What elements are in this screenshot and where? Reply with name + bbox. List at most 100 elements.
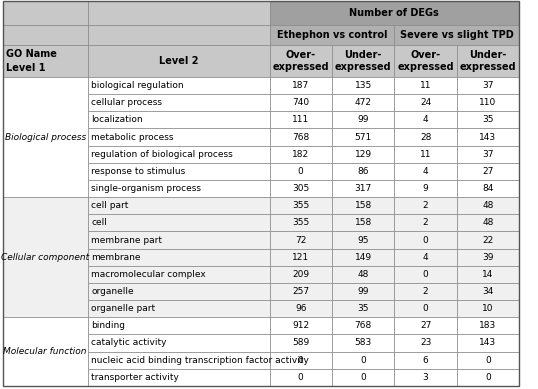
Bar	[88, 1, 270, 25]
Bar	[394, 214, 457, 231]
Bar	[332, 266, 394, 283]
Text: 583: 583	[355, 338, 372, 347]
Text: Over-
expressed: Over- expressed	[397, 50, 454, 72]
Bar	[457, 197, 519, 214]
Text: response to stimulus: response to stimulus	[91, 167, 186, 176]
Text: 0: 0	[360, 373, 366, 382]
Bar	[332, 369, 394, 386]
Text: organelle part: organelle part	[91, 304, 155, 313]
Bar	[394, 111, 457, 128]
Text: 129: 129	[355, 150, 372, 159]
Text: 27: 27	[420, 321, 431, 330]
Text: 9: 9	[423, 184, 428, 193]
Bar	[88, 25, 270, 45]
Bar	[332, 145, 394, 163]
Text: 589: 589	[292, 338, 309, 347]
Bar	[332, 180, 394, 197]
Bar	[394, 25, 519, 45]
Bar	[88, 369, 270, 386]
Bar	[270, 369, 332, 386]
Text: 4: 4	[423, 253, 428, 262]
Bar	[457, 283, 519, 300]
Bar	[457, 180, 519, 197]
Bar	[394, 300, 457, 317]
Bar	[332, 214, 394, 231]
Bar	[457, 111, 519, 128]
Bar	[270, 352, 332, 369]
Text: 48: 48	[482, 218, 494, 228]
Bar	[270, 197, 332, 214]
Bar	[88, 197, 270, 214]
Text: 355: 355	[292, 201, 309, 210]
Text: 317: 317	[355, 184, 372, 193]
Bar	[457, 145, 519, 163]
Text: 257: 257	[292, 287, 309, 296]
Bar	[270, 300, 332, 317]
Text: 0: 0	[360, 356, 366, 364]
Bar	[270, 283, 332, 300]
Bar	[394, 335, 457, 352]
Bar	[332, 128, 394, 145]
Text: membrane: membrane	[91, 253, 141, 262]
Text: Biological process: Biological process	[4, 133, 86, 142]
Text: cell: cell	[91, 218, 108, 228]
Text: 0: 0	[298, 373, 303, 382]
Bar	[332, 317, 394, 335]
Text: 95: 95	[357, 235, 369, 245]
Text: 0: 0	[485, 373, 491, 382]
Bar	[88, 266, 270, 283]
Text: 11: 11	[420, 150, 431, 159]
Text: 158: 158	[355, 201, 372, 210]
Bar	[332, 77, 394, 94]
Bar	[270, 25, 394, 45]
Bar	[270, 266, 332, 283]
Bar	[88, 145, 270, 163]
Text: 2: 2	[423, 287, 428, 296]
Bar	[394, 249, 457, 266]
Text: 209: 209	[292, 270, 309, 279]
Bar	[457, 335, 519, 352]
Text: 72: 72	[295, 235, 307, 245]
Text: 22: 22	[483, 235, 493, 245]
Text: localization: localization	[91, 116, 143, 124]
Bar	[88, 180, 270, 197]
Bar	[88, 45, 270, 77]
Text: Number of DEGs: Number of DEGs	[350, 8, 439, 18]
Bar	[88, 231, 270, 249]
Bar	[270, 335, 332, 352]
Bar	[332, 45, 394, 77]
Text: 0: 0	[423, 270, 428, 279]
Text: 99: 99	[357, 116, 369, 124]
Bar	[270, 111, 332, 128]
Text: 121: 121	[292, 253, 309, 262]
Text: 3: 3	[423, 373, 428, 382]
Text: 182: 182	[292, 150, 309, 159]
Text: 86: 86	[357, 167, 369, 176]
Bar	[457, 214, 519, 231]
Bar	[457, 352, 519, 369]
Bar	[270, 214, 332, 231]
Text: Molecular function: Molecular function	[3, 347, 87, 356]
Text: 35: 35	[357, 304, 369, 313]
Bar	[270, 45, 332, 77]
Bar	[270, 77, 332, 94]
Text: 135: 135	[355, 81, 372, 90]
Bar	[394, 369, 457, 386]
Bar	[88, 163, 270, 180]
Bar	[394, 197, 457, 214]
Bar	[88, 214, 270, 231]
Bar	[88, 111, 270, 128]
Bar	[457, 300, 519, 317]
Text: 158: 158	[355, 218, 372, 228]
Text: 27: 27	[482, 167, 494, 176]
Bar	[457, 231, 519, 249]
Text: 48: 48	[482, 201, 494, 210]
Text: 39: 39	[482, 253, 494, 262]
Text: 768: 768	[355, 321, 372, 330]
Text: 305: 305	[292, 184, 309, 193]
Text: Over-
expressed: Over- expressed	[272, 50, 329, 72]
Bar	[394, 352, 457, 369]
Text: 14: 14	[482, 270, 494, 279]
Bar	[332, 231, 394, 249]
Bar	[270, 163, 332, 180]
